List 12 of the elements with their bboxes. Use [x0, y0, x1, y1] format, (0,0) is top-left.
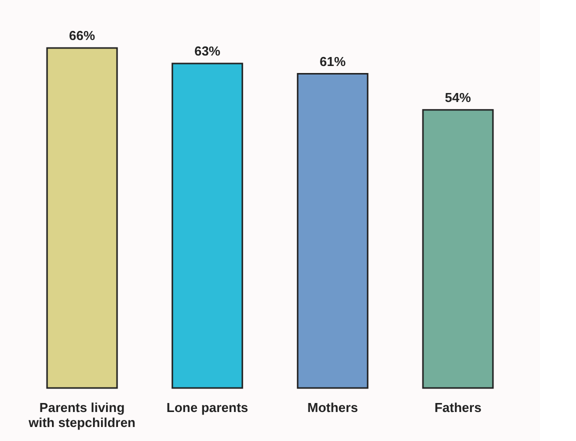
bar: [296, 73, 368, 389]
data-label: 61%: [320, 54, 346, 69]
x-tick-label: Fathers: [434, 400, 482, 415]
data-label: 54%: [444, 90, 472, 105]
bar: [422, 109, 494, 389]
data-label: 63%: [194, 43, 221, 58]
x-tick-label: Parents living with stepchildren: [28, 400, 136, 430]
x-tick-label: Lone parents: [166, 400, 248, 415]
bar: [172, 62, 244, 389]
bar: [46, 47, 118, 389]
data-label: 66%: [69, 28, 96, 43]
x-tick-label: Mothers: [307, 400, 358, 415]
